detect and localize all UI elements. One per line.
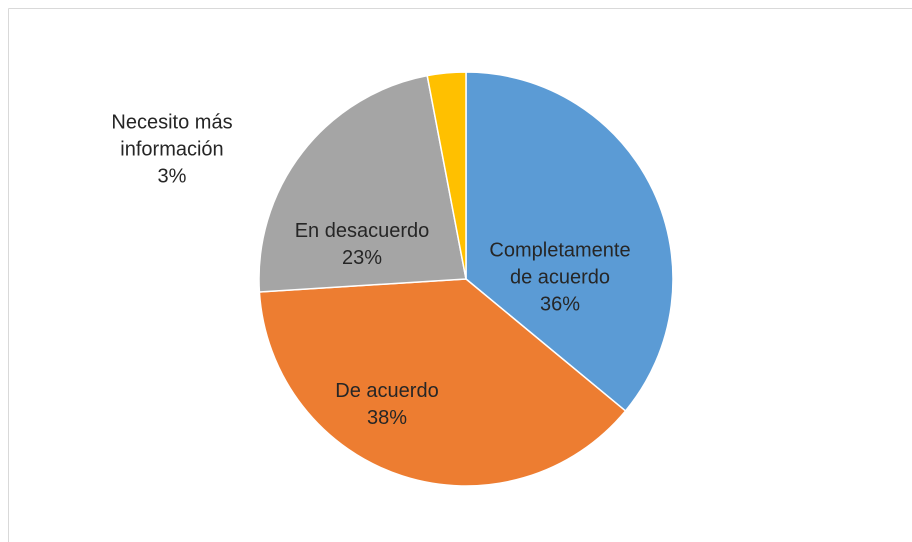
- label-text: 36%: [539, 293, 581, 316]
- label-text: 3%: [157, 165, 187, 188]
- data-label: De acuerdo 38%: [287, 378, 487, 432]
- label-text: En desacuerdo: [294, 220, 430, 242]
- label-text: 23%: [341, 247, 383, 269]
- label-text: De acuerdo: [335, 380, 439, 402]
- data-label: Necesito más información 3%: [92, 110, 252, 191]
- pie-slice: [426, 71, 467, 280]
- pie-slice: [465, 71, 674, 413]
- data-label: Completamente de acuerdo 36%: [478, 238, 643, 319]
- label-text: 38%: [366, 407, 408, 429]
- pie-slice: [258, 278, 627, 487]
- label-text: Necesito más información: [111, 111, 233, 161]
- pie-slice: [258, 74, 467, 293]
- label-text: Completamente de acuerdo: [489, 239, 631, 289]
- data-label: En desacuerdo 23%: [262, 218, 462, 272]
